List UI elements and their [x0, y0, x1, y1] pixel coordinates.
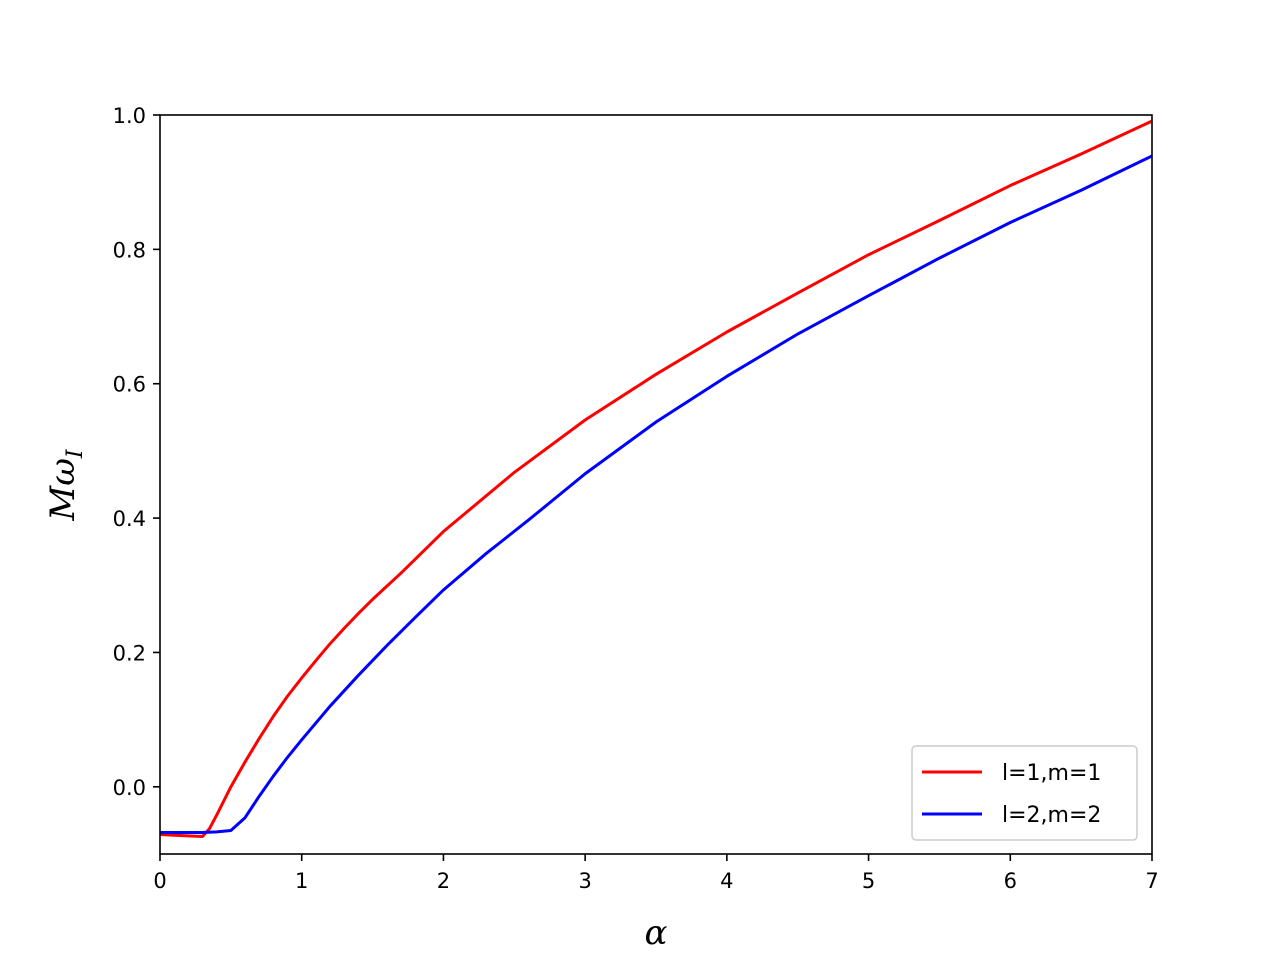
y-tick-label: 0.6 [113, 373, 146, 397]
axis-ticks: 0 1 2 3 4 5 6 7 0.0 0.2 0.4 0.6 0.8 1.0 [113, 104, 1159, 893]
series-line-l-1-m-1 [160, 119, 1152, 839]
plot-area [159, 114, 1153, 855]
axes-frame [159, 114, 1153, 855]
legend-label-l1m1: l=1,m=1 [1002, 761, 1101, 786]
series-group [160, 119, 1152, 839]
legend: l=1,m=1 l=2,m=2 [911, 745, 1138, 841]
y-tick-label: 0.0 [113, 776, 146, 800]
y-axis-label-main: Mω [43, 458, 83, 522]
x-tick-label: 3 [578, 869, 591, 893]
y-tick-label: 0.8 [113, 238, 146, 262]
y-axis-label: MωI [43, 448, 88, 522]
series-line-l-2-m-2 [160, 154, 1152, 834]
x-tick-label: 2 [437, 869, 450, 893]
y-tick-label: 1.0 [113, 104, 146, 128]
x-tick-label: 7 [1145, 869, 1158, 893]
y-tick-label: 0.4 [113, 507, 146, 531]
x-tick-label: 5 [862, 869, 875, 893]
x-tick-label: 0 [153, 869, 166, 893]
x-axis-label: α [645, 913, 668, 953]
y-tick-label: 0.2 [113, 641, 146, 665]
y-axis-label-subscript: I [63, 448, 88, 459]
legend-frame [911, 745, 1138, 841]
x-tick-label: 6 [1004, 869, 1017, 893]
x-tick-label: 1 [295, 869, 308, 893]
legend-label-l2m2: l=2,m=2 [1002, 803, 1101, 828]
x-tick-label: 4 [720, 869, 733, 893]
